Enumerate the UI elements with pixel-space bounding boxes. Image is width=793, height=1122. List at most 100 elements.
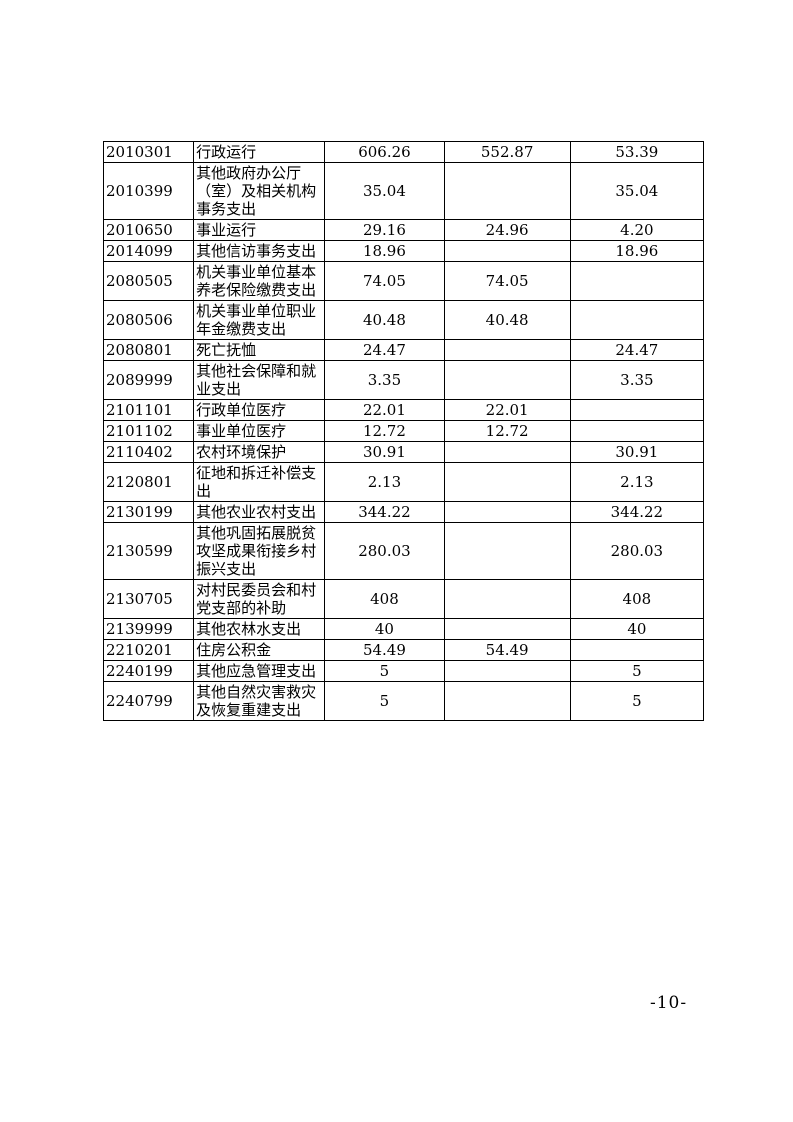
expense-name-cell: 其他政府办公厅（室）及相关机构事务支出	[193, 162, 326, 220]
expense-name-cell: 行政运行	[193, 141, 326, 163]
page-number: -10-	[650, 993, 688, 1013]
amount-2-cell	[443, 240, 571, 262]
expense-code-cell: 2101101	[102, 399, 195, 421]
table-row: 2010650 事业运行 29.16 24.96 4.20	[102, 219, 705, 241]
amount-1-cell: 74.05	[324, 261, 445, 301]
table-row: 2240199 其他应急管理支出 5 5	[102, 660, 705, 682]
amount-1-cell: 54.49	[324, 639, 445, 661]
amount-1-cell: 40.48	[324, 300, 445, 340]
amount-2-cell: 12.72	[443, 420, 571, 442]
amount-3-cell: 344.22	[569, 501, 705, 523]
amount-2-cell: 552.87	[443, 141, 571, 163]
expense-name-cell: 征地和拆迁补偿支出	[193, 462, 326, 502]
amount-3-cell: 280.03	[569, 522, 705, 580]
table-row: 2101102 事业单位医疗 12.72 12.72	[102, 420, 705, 442]
table-row: 2014099 其他信访事务支出 18.96 18.96	[102, 240, 705, 262]
amount-2-cell	[443, 618, 571, 640]
budget-table-body: 2010301 行政运行 606.26 552.87 53.39 2010399…	[102, 141, 705, 721]
expense-name-cell: 其他社会保障和就业支出	[193, 360, 326, 400]
amount-2-cell: 22.01	[443, 399, 571, 421]
budget-table: 2010301 行政运行 606.26 552.87 53.39 2010399…	[102, 141, 705, 721]
amount-3-cell	[569, 639, 705, 661]
amount-2-cell: 24.96	[443, 219, 571, 241]
expense-name-cell: 其他农林水支出	[193, 618, 326, 640]
table-row: 2010399 其他政府办公厅（室）及相关机构事务支出 35.04 35.04	[102, 162, 705, 220]
table-row: 2080506 机关事业单位职业年金缴费支出 40.48 40.48	[102, 300, 705, 340]
expense-code-cell: 2110402	[102, 441, 195, 463]
expense-code-cell: 2010399	[102, 162, 195, 220]
expense-name-cell: 其他农业农村支出	[193, 501, 326, 523]
expense-name-cell: 行政单位医疗	[193, 399, 326, 421]
amount-3-cell: 35.04	[569, 162, 705, 220]
amount-1-cell: 29.16	[324, 219, 445, 241]
amount-2-cell	[443, 681, 571, 721]
amount-2-cell	[443, 339, 571, 361]
table-row: 2120801 征地和拆迁补偿支出 2.13 2.13	[102, 462, 705, 502]
expense-name-cell: 其他信访事务支出	[193, 240, 326, 262]
amount-3-cell: 40	[569, 618, 705, 640]
amount-2-cell	[443, 579, 571, 619]
expense-code-cell: 2101102	[102, 420, 195, 442]
amount-2-cell: 40.48	[443, 300, 571, 340]
amount-3-cell	[569, 420, 705, 442]
expense-code-cell: 2130199	[102, 501, 195, 523]
table-row: 2089999 其他社会保障和就业支出 3.35 3.35	[102, 360, 705, 400]
amount-2-cell	[443, 360, 571, 400]
amount-1-cell: 12.72	[324, 420, 445, 442]
amount-1-cell: 18.96	[324, 240, 445, 262]
expense-code-cell: 2120801	[102, 462, 195, 502]
amount-1-cell: 40	[324, 618, 445, 640]
expense-code-cell: 2014099	[102, 240, 195, 262]
table-row: 2139999 其他农林水支出 40 40	[102, 618, 705, 640]
amount-1-cell: 22.01	[324, 399, 445, 421]
amount-3-cell: 18.96	[569, 240, 705, 262]
expense-name-cell: 农村环境保护	[193, 441, 326, 463]
amount-1-cell: 30.91	[324, 441, 445, 463]
amount-2-cell	[443, 660, 571, 682]
amount-1-cell: 2.13	[324, 462, 445, 502]
table-row: 2210201 住房公积金 54.49 54.49	[102, 639, 705, 661]
amount-3-cell: 2.13	[569, 462, 705, 502]
table-row: 2080801 死亡抚恤 24.47 24.47	[102, 339, 705, 361]
amount-3-cell: 3.35	[569, 360, 705, 400]
amount-1-cell: 5	[324, 660, 445, 682]
amount-3-cell: 5	[569, 660, 705, 682]
amount-2-cell: 54.49	[443, 639, 571, 661]
expense-name-cell: 机关事业单位基本养老保险缴费支出	[193, 261, 326, 301]
amount-1-cell: 280.03	[324, 522, 445, 580]
expense-name-cell: 其他应急管理支出	[193, 660, 326, 682]
expense-code-cell: 2139999	[102, 618, 195, 640]
expense-code-cell: 2080506	[102, 300, 195, 340]
amount-3-cell	[569, 261, 705, 301]
expense-name-cell: 机关事业单位职业年金缴费支出	[193, 300, 326, 340]
amount-2-cell	[443, 501, 571, 523]
expense-code-cell: 2210201	[102, 639, 195, 661]
amount-3-cell: 4.20	[569, 219, 705, 241]
expense-name-cell: 其他自然灾害救灾及恢复重建支出	[193, 681, 326, 721]
amount-1-cell: 24.47	[324, 339, 445, 361]
table-row: 2130599 其他巩固拓展脱贫攻坚成果衔接乡村振兴支出 280.03 280.…	[102, 522, 705, 580]
amount-3-cell: 53.39	[569, 141, 705, 163]
expense-name-cell: 事业单位医疗	[193, 420, 326, 442]
amount-3-cell: 408	[569, 579, 705, 619]
amount-1-cell: 3.35	[324, 360, 445, 400]
table-row: 2240799 其他自然灾害救灾及恢复重建支出 5 5	[102, 681, 705, 721]
expense-name-cell: 住房公积金	[193, 639, 326, 661]
amount-3-cell: 24.47	[569, 339, 705, 361]
amount-1-cell: 35.04	[324, 162, 445, 220]
amount-2-cell	[443, 441, 571, 463]
amount-2-cell	[443, 162, 571, 220]
amount-3-cell: 5	[569, 681, 705, 721]
expense-code-cell: 2130599	[102, 522, 195, 580]
expense-name-cell: 对村民委员会和村党支部的补助	[193, 579, 326, 619]
expense-code-cell: 2089999	[102, 360, 195, 400]
expense-code-cell: 2010301	[102, 141, 195, 163]
amount-1-cell: 5	[324, 681, 445, 721]
expense-code-cell: 2080801	[102, 339, 195, 361]
expense-code-cell: 2240199	[102, 660, 195, 682]
table-row: 2130199 其他农业农村支出 344.22 344.22	[102, 501, 705, 523]
amount-3-cell	[569, 399, 705, 421]
expense-name-cell: 事业运行	[193, 219, 326, 241]
amount-2-cell	[443, 462, 571, 502]
